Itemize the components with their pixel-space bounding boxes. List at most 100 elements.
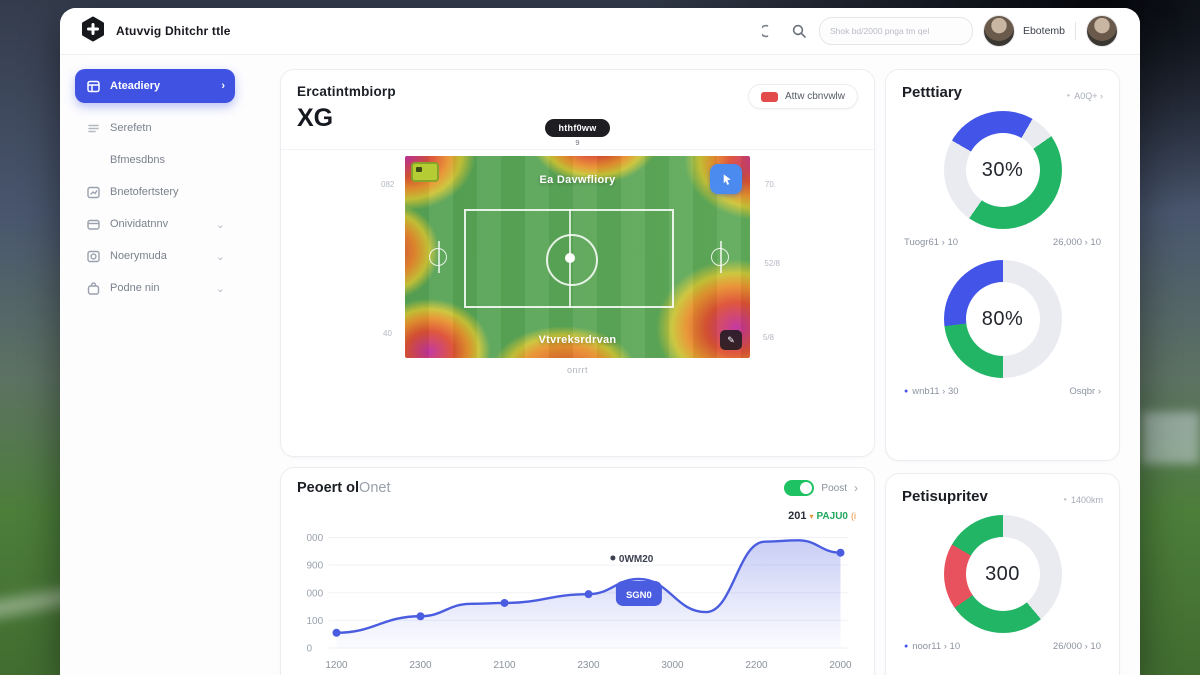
team-filter-label: Attw cbnvwlw [784, 91, 845, 102]
toggle-switch[interactable] [784, 480, 815, 496]
sidebar-item-serefetn[interactable]: Serefetn [75, 113, 235, 143]
svg-text:SGN0: SGN0 [626, 590, 652, 601]
donut-label-right[interactable]: 26,000 › 10 [1052, 237, 1101, 248]
search-input[interactable] [818, 17, 973, 45]
donut-hole: 30% [965, 133, 1040, 207]
pitch-center-circle [545, 234, 598, 286]
heatmap-tooltip-row: hthf0ww 9 [297, 119, 858, 147]
heatmap-axis-label: 52/8 [764, 259, 780, 269]
heatmap-axis-label: 082 [381, 180, 395, 190]
donut-center-value: 30% [981, 158, 1024, 181]
sidebar-item-noerymuda[interactable]: Noerymuda ⌄ [75, 241, 235, 271]
layers-icon [85, 120, 101, 136]
edit-button[interactable]: ✎ [720, 330, 742, 350]
donut-hole: 80% [965, 282, 1040, 356]
svg-text:2200: 2200 [745, 660, 768, 671]
cursor-tool-button[interactable] [710, 164, 742, 194]
right-column: Petttiary ● A0Q+ › 30% Tuogr61 › 10 [885, 69, 1120, 675]
dot-icon: ● [904, 643, 909, 650]
tooltip-tail: 9 [575, 138, 580, 147]
heatmap-bottom-label: Vtvreksrdrvan [538, 333, 617, 346]
divider [1075, 22, 1076, 40]
svg-text:900: 900 [307, 561, 324, 572]
heatmap-axis-label: 5/8 [762, 332, 774, 342]
svg-text:000: 000 [307, 588, 324, 599]
trend-stat: 201 ▾ PAJU0 (i [788, 510, 856, 522]
trend-card: Peoert olOnet Poost › 201 ▾ PAJU0 (i 000… [280, 467, 875, 675]
trend-card-title: Peoert olOnet [297, 480, 391, 496]
pitch-right-spot [711, 241, 730, 273]
app-window: Atuvvig Dhitchr ttle Ebotemb [60, 8, 1140, 675]
donut-label-right[interactable]: 26/000 › 10 [1052, 641, 1101, 652]
sidebar-subitem-bfmesdbns[interactable]: Bfmesdbns [75, 145, 235, 175]
chevron-down-icon: ⌄ [215, 250, 225, 263]
stat-info: (i [851, 511, 856, 521]
sidebar-item-label: Podne nin [110, 282, 160, 294]
chevron-right-icon: › [221, 80, 225, 92]
svg-text:2300: 2300 [577, 660, 600, 671]
logo-icon [80, 16, 106, 47]
card-icon [85, 216, 101, 232]
stat-value: 201 [788, 510, 807, 522]
chart-icon [85, 184, 101, 200]
donut-1-labels: Tuogr61 › 10 26,000 › 10 [902, 237, 1103, 248]
user-chip[interactable]: Ebotemb [982, 15, 1065, 47]
avatar-secondary[interactable] [1086, 15, 1118, 47]
trend-toggle-group[interactable]: Poost › [784, 480, 858, 496]
svg-text:3000: 3000 [661, 660, 684, 671]
heatmap-axis-label: 70. [764, 180, 776, 190]
stats-card-secondary: Petisupritev ● 1400km 300 ● noor11 › [885, 473, 1120, 675]
donut-chart-3: 300 [943, 515, 1062, 633]
sidebar: Ateadiery › Serefetn Bfmesdbns [75, 69, 235, 675]
sidebar-item-label: Noerymuda [110, 250, 167, 262]
sidebar-item-podnenin[interactable]: Podne nin ⌄ [75, 273, 235, 303]
svg-text:2100: 2100 [493, 660, 516, 671]
heatmap-card-titles: Ercatintmbiorp XG [297, 84, 396, 133]
svg-text:0: 0 [307, 644, 313, 655]
donut-hole: 300 [965, 537, 1040, 611]
pen-icon: ✎ [727, 334, 735, 345]
team-filter-pill[interactable]: Attw cbnvwlw [747, 84, 858, 109]
avatar[interactable] [982, 15, 1015, 47]
search-icon[interactable] [789, 21, 809, 41]
target-icon [85, 248, 101, 264]
main-column: Ercatintmbiorp XG Attw cbnvwlw hthf0ww 9 [280, 69, 875, 675]
sidebar-item-bnetofertstery[interactable]: Bnetofertstery [75, 177, 235, 207]
corner-badge [411, 162, 439, 182]
heatmap-tooltip: hthf0ww [545, 119, 610, 137]
chevron-right-icon: › [854, 481, 858, 495]
dot-icon: ● [1066, 93, 1071, 99]
donut-label-left[interactable]: Tuogr61 › 10 [904, 237, 959, 248]
sidebar-item-onividatnnv[interactable]: Onividatnnv ⌄ [75, 209, 235, 239]
svg-text:000: 000 [307, 533, 324, 544]
pitch-heatmap[interactable]: Ea Davwfliory Vtvreksrdrvan ✎ [405, 156, 750, 358]
pitch-left-spot [429, 241, 448, 273]
stat-label: PAJU0 [816, 511, 849, 522]
sidebar-item-dashboard[interactable]: Ateadiery › [75, 69, 235, 103]
sidebar-item-label: Onividatnnv [110, 218, 169, 230]
sidebar-item-label: Bfmesdbns [110, 154, 166, 166]
donut-label-right[interactable]: Osqbr › [1069, 386, 1101, 397]
stats-card-title: Petttiary [902, 84, 963, 101]
donut-label-left[interactable]: ● wnb11 › 30 [904, 386, 959, 397]
stats-card-meta[interactable]: ● 1400km [1063, 495, 1103, 505]
svg-text:2000: 2000 [829, 660, 852, 671]
svg-text:100: 100 [307, 616, 324, 627]
heatmap-area: Ea Davwfliory Vtvreksrdrvan ✎ 082 [381, 156, 780, 358]
donut-label-left[interactable]: ● noor11 › 10 [904, 641, 961, 652]
heatmap-card-title: Ercatintmbiorp [297, 84, 396, 99]
sidebar-item-label: Ateadiery [110, 80, 161, 92]
heatmap-top-label: Ea Davwfliory [539, 174, 616, 187]
grid-icon [85, 78, 101, 94]
heatmap-caption: onrrt [566, 365, 588, 375]
topbar: Atuvvig Dhitchr ttle Ebotemb [60, 8, 1140, 55]
caret-down-icon: ▾ [809, 512, 814, 521]
user-name: Ebotemb [1022, 25, 1065, 37]
dot-icon: ● [1063, 497, 1067, 503]
stats-card-meta[interactable]: ● A0Q+ › [1066, 91, 1103, 101]
chevron-down-icon: ⌄ [215, 218, 225, 231]
donut-2-labels: ● wnb11 › 30 Osqbr › [902, 386, 1103, 397]
refresh-icon[interactable] [759, 21, 779, 41]
donut-center-value: 80% [981, 307, 1024, 330]
toggle-label: Poost [821, 482, 847, 494]
